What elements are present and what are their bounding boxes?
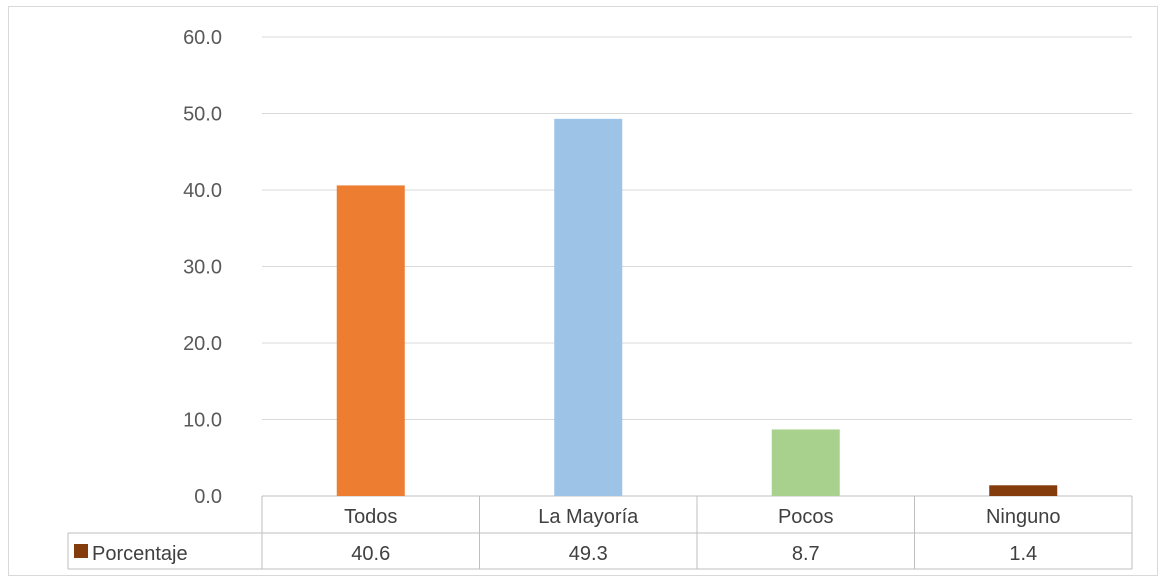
value-label: 8.7 [792,543,820,565]
legend-key [74,544,88,558]
bar [554,118,623,496]
y-tick-label: 10.0 [183,410,222,432]
value-label: 49.3 [569,543,608,565]
value-label: 40.6 [351,543,390,565]
category-label: Pocos [778,506,834,528]
series-name: Porcentaje [92,543,188,565]
bar [771,429,840,496]
bar [336,185,405,496]
bar [989,485,1058,496]
value-label: 1.4 [1009,543,1037,565]
y-tick-label: 40.0 [183,180,222,202]
y-tick-label: 50.0 [183,104,222,126]
y-tick-label: 60.0 [183,27,222,49]
y-tick-label: 30.0 [183,257,222,279]
category-label: Todos [344,506,397,528]
y-tick-label: 20.0 [183,333,222,355]
category-label: La Mayoría [538,506,639,528]
y-tick-label: 0.0 [194,486,222,508]
category-label: Ninguno [986,506,1061,528]
